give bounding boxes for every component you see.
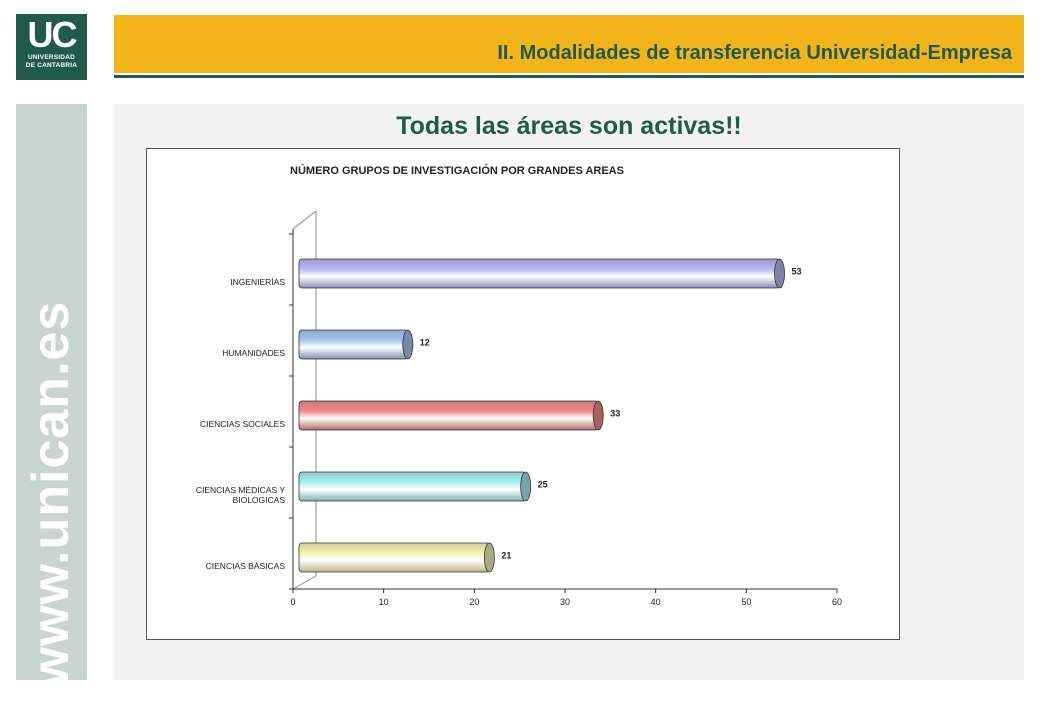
chart-frame: 0 10 20 30 40 50 60 53 12 33 25 21 NÚMERO GRUPOS DE… [146,148,900,640]
logo-mark: UC [27,14,78,55]
category-label-5: CIENCIAS BÁSICAS [205,560,285,571]
bar-cap-3 [592,400,604,431]
bar-cap-4 [520,471,532,502]
chart-title: NÚMERO GRUPOS DE INVESTIGACIÓN POR GRAND… [290,165,624,177]
header-title: II. Modalidades de transferencia Univers… [497,42,1012,64]
category-label-4: CIENCIAS MÉDICAS Y BIOLOGICAS [195,484,285,505]
x-tick-label: 60 [832,597,842,607]
data-label-4: 25 [538,480,548,490]
x-tick-label: 10 [379,597,389,607]
x-tick-label: 40 [651,597,661,607]
sidebar-band: www.unican.es [16,104,87,680]
x-tick-label: 0 [290,597,295,607]
data-label-2: 12 [420,338,430,348]
logo-line-2: DE CANTABRIA [25,62,78,69]
bar-cap-2 [402,329,414,360]
bar-3 [298,400,599,431]
category-label-3: CIENCIAS SOCIALES [199,418,285,429]
slide-title: Todas las áreas son activas!! [396,112,742,140]
category-label-2: HUMANIDADES [222,347,285,358]
header-band: II. Modalidades de transferencia Univers… [114,15,1024,73]
x-tick-label: 50 [741,597,751,607]
data-label-3: 33 [610,409,620,419]
bar-2 [298,329,409,360]
x-tick-label: 20 [469,597,479,607]
category-label-1: INGENIERÍAS [230,276,285,287]
bar-cap-1 [774,258,785,289]
logo-line-1: UNIVERSIDAD [28,54,75,61]
data-label-5: 21 [501,551,511,561]
bar-chart: 0 10 20 30 40 50 60 53 12 33 25 21 [289,210,842,607]
bar-4 [298,471,527,502]
x-tick-label: 30 [560,597,570,607]
sidebar-url-text: www.unican.es [22,300,80,680]
bar-5 [298,542,490,573]
unican-logo: UC UNIVERSIDAD DE CANTABRIA [16,14,87,80]
floor-edge [292,575,317,590]
wall-top-edge [292,210,317,230]
header-divider [114,75,1024,78]
data-label-1: 53 [792,267,802,277]
bar-1 [298,258,780,289]
bar-cap-5 [483,542,495,573]
